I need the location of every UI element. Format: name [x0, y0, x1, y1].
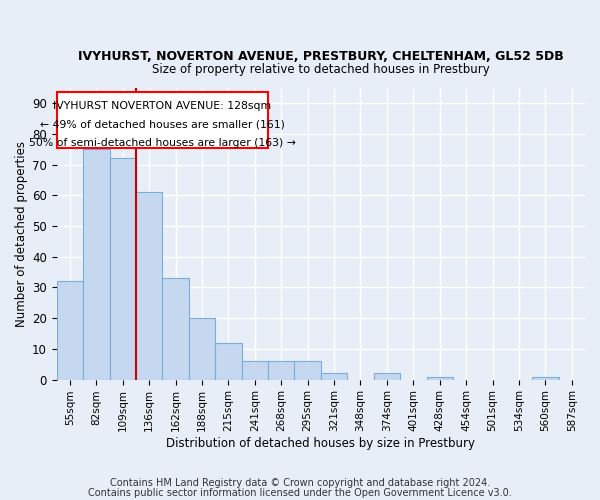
Bar — [189, 318, 215, 380]
Bar — [136, 192, 163, 380]
Text: 50% of semi-detached houses are larger (163) →: 50% of semi-detached houses are larger (… — [29, 138, 296, 148]
Bar — [427, 376, 453, 380]
Bar — [215, 342, 242, 380]
Bar — [57, 282, 83, 380]
Bar — [163, 278, 189, 380]
Text: Contains HM Land Registry data © Crown copyright and database right 2024.: Contains HM Land Registry data © Crown c… — [110, 478, 490, 488]
Title: IVYHURST, NOVERTON AVENUE, PRESTBURY, CHELTENHAM, GL52 5DB: IVYHURST, NOVERTON AVENUE, PRESTBURY, CH… — [78, 50, 564, 63]
X-axis label: Distribution of detached houses by size in Prestbury: Distribution of detached houses by size … — [166, 437, 475, 450]
Bar — [374, 374, 400, 380]
Bar — [321, 374, 347, 380]
Bar — [110, 158, 136, 380]
Bar — [242, 361, 268, 380]
Text: Size of property relative to detached houses in Prestbury: Size of property relative to detached ho… — [152, 63, 490, 76]
Bar — [295, 361, 321, 380]
Bar — [532, 376, 559, 380]
Y-axis label: Number of detached properties: Number of detached properties — [15, 140, 28, 326]
Bar — [83, 149, 110, 380]
Text: IVYHURST NOVERTON AVENUE: 128sqm: IVYHURST NOVERTON AVENUE: 128sqm — [53, 101, 271, 111]
Bar — [268, 361, 295, 380]
Text: ← 49% of detached houses are smaller (161): ← 49% of detached houses are smaller (16… — [40, 120, 285, 130]
FancyBboxPatch shape — [57, 92, 268, 148]
Text: Contains public sector information licensed under the Open Government Licence v3: Contains public sector information licen… — [88, 488, 512, 498]
